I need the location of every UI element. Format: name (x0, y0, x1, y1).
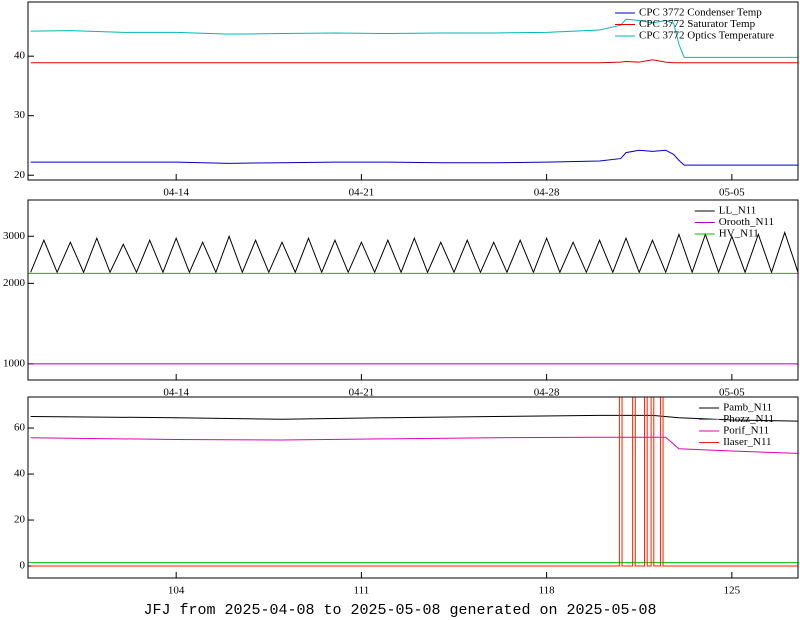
plot-area (30, 18, 798, 166)
x-tick-label: 111 (354, 585, 370, 597)
plot-area (28, 230, 798, 365)
y-tick-label: 2000 (3, 277, 26, 289)
x-tick-label: 04-21 (349, 387, 375, 399)
series-line (30, 414, 798, 422)
series-line (30, 436, 798, 454)
legend-label: CPC 3772 Optics Temperature (639, 30, 774, 42)
y-tick-label: 60 (14, 422, 26, 434)
y-tick-label: 40 (14, 468, 26, 480)
x-tick-label: 118 (539, 585, 556, 597)
caption: JFJ from 2025-04-08 to 2025-05-08 genera… (143, 602, 656, 619)
legend-label: HV_N11 (719, 228, 759, 240)
series-line (30, 18, 798, 58)
y-tick-label: 1000 (3, 357, 26, 369)
plot-area (28, 397, 798, 567)
x-tick-label: 04-14 (163, 187, 189, 199)
series-line (30, 59, 798, 64)
y-tick-label: 40 (14, 50, 26, 62)
y-tick-label: 20 (14, 514, 26, 526)
x-tick-label: 04-28 (534, 387, 560, 399)
y-tick-label: 20 (14, 169, 26, 181)
legend-label: Ilaser_N11 (723, 436, 771, 448)
y-tick-label: 30 (14, 109, 26, 121)
legend-label: Orooth_N11 (719, 216, 774, 228)
x-tick-label: 05-05 (719, 187, 745, 199)
series-line (30, 397, 798, 567)
legend-label: CPC 3772 Saturator Temp (639, 18, 756, 30)
series-line (30, 149, 798, 166)
y-tick-label: 3000 (3, 230, 26, 242)
x-tick-label: 04-14 (163, 387, 189, 399)
y-tick-label: 0 (20, 560, 26, 572)
legend-label: LL_N11 (719, 205, 756, 217)
x-tick-label: 04-21 (349, 187, 375, 199)
x-tick-label: 125 (724, 585, 741, 597)
plot-frame (27, 199, 799, 381)
x-tick-label: 05-05 (719, 387, 745, 399)
series-line (30, 230, 798, 274)
legend-label: Porif_N11 (723, 425, 769, 437)
legend-label: CPC 3772 Condenser Temp (639, 7, 762, 19)
plot-frame (27, 1, 799, 181)
x-tick-label: 104 (168, 585, 185, 597)
legend-label: Phozz_N11 (723, 413, 774, 425)
legend-label: Pamb_N11 (723, 402, 772, 414)
x-tick-label: 04-28 (534, 187, 560, 199)
plot-frame (27, 396, 799, 579)
